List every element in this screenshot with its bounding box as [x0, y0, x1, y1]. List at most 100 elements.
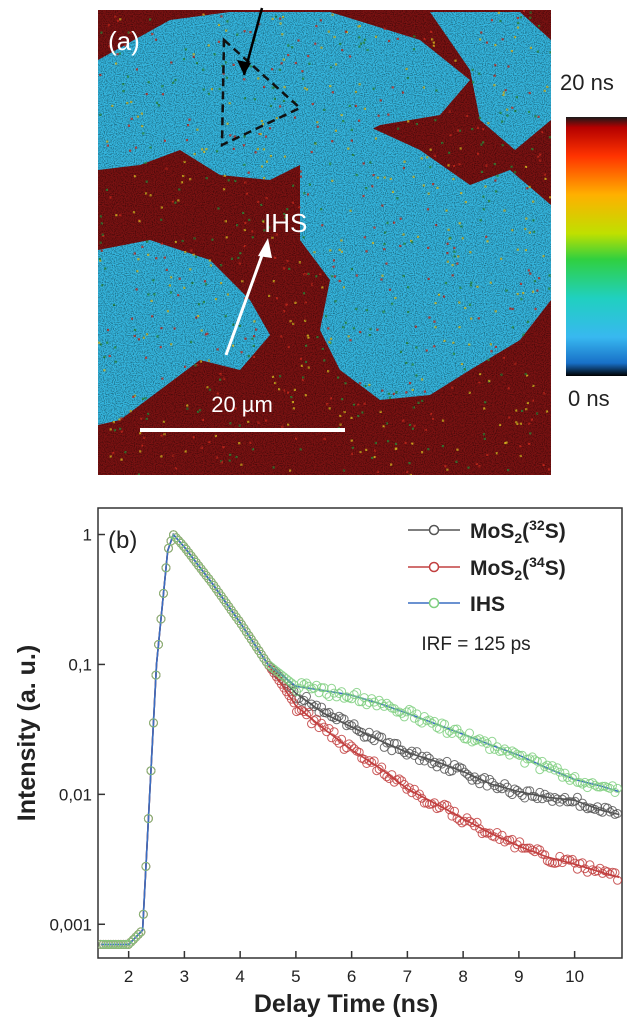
data-point: [299, 679, 309, 689]
data-point: [497, 784, 507, 794]
data-point: [427, 718, 437, 728]
data-point: [151, 670, 161, 680]
data-point: [437, 759, 447, 769]
data-point: [317, 683, 326, 693]
data-point: [447, 766, 457, 776]
data-point: [307, 699, 316, 709]
data-point: [339, 714, 349, 724]
colorbar: [566, 117, 627, 376]
data-point: [492, 784, 502, 794]
y-tick-label: 0,01: [59, 785, 92, 804]
data-point: [442, 756, 452, 766]
data-point: [595, 863, 605, 873]
data-point: [480, 773, 490, 782]
legend: MoS2(32S) MoS2(34S) IHS IRF = 125 ps: [408, 517, 566, 655]
data-point: [394, 774, 404, 784]
panel-a-label: (a): [108, 26, 140, 56]
legend-label-32s: MoS2(32S): [470, 517, 566, 546]
ihs-annotation: IHS: [264, 208, 307, 238]
data-point: [116, 939, 126, 949]
data-point: [522, 786, 532, 796]
data-point: [159, 588, 168, 598]
data-point: [555, 767, 565, 777]
data-point: [302, 678, 311, 688]
plot-frame: [97, 507, 623, 959]
data-point: [437, 801, 447, 811]
data-point: [161, 563, 171, 573]
data-point: [154, 640, 163, 649]
colorbar-min-label: 0 ns: [568, 386, 610, 411]
y-tick-label: 1: [83, 526, 92, 545]
data-point: [547, 761, 557, 771]
data-point: [404, 783, 414, 793]
data-point: [377, 732, 387, 742]
data-point: [329, 727, 339, 737]
data-point: [123, 939, 133, 949]
data-point: [490, 781, 500, 791]
x-axis-title: Delay Time (ns): [254, 990, 438, 1018]
data-point: [542, 760, 552, 770]
data-point: [397, 745, 407, 755]
data-point: [286, 678, 296, 688]
data-point: [409, 784, 419, 794]
data-point: [354, 747, 364, 757]
data-point: [434, 724, 444, 734]
data-point: [442, 800, 452, 810]
data-point: [334, 689, 344, 698]
data-point: [297, 678, 306, 688]
data-point: [585, 860, 595, 870]
data-point: [550, 765, 560, 775]
colorbar-max-label: 20 ns: [560, 70, 614, 95]
map-speckle: [98, 10, 551, 475]
data-point: [332, 736, 342, 746]
y-tick-label: 0,001: [49, 915, 92, 934]
data-point: [613, 783, 622, 793]
data-point: [482, 739, 492, 749]
data-point: [138, 909, 148, 919]
data-point: [575, 778, 585, 788]
panel-b-label: (b): [108, 527, 137, 554]
data-point: [535, 765, 545, 775]
data-point: [472, 817, 482, 827]
data-point: [337, 734, 347, 744]
data-point: [455, 728, 464, 738]
x-tick-label: 5: [291, 967, 300, 986]
data-point: [432, 723, 442, 733]
data-point: [613, 809, 622, 818]
data-point: [289, 698, 299, 708]
scale-bar-label: 20 µm: [211, 392, 273, 417]
data-point: [344, 739, 354, 749]
data-point: [452, 813, 462, 823]
data-point: [146, 766, 156, 776]
data-point: [304, 708, 314, 717]
data-point: [121, 939, 131, 949]
data-point: [133, 930, 143, 939]
data-point: [442, 728, 452, 738]
data-point: [194, 561, 204, 571]
data-point: [201, 571, 211, 580]
data-point: [131, 932, 141, 942]
data-point: [497, 746, 507, 756]
data-point: [417, 718, 427, 728]
data-point: [347, 741, 357, 751]
legend-label-ihs: IHS: [470, 593, 505, 616]
data-point: [462, 769, 472, 779]
data-point: [613, 875, 622, 885]
legend-marker-ihs: [428, 597, 440, 609]
legend-marker-34s: [428, 561, 440, 573]
data-point: [174, 536, 184, 545]
data-point: [367, 757, 377, 767]
data-point: [429, 798, 439, 808]
data-point: [409, 713, 419, 723]
data-point: [452, 724, 462, 734]
data-point: [324, 724, 334, 733]
data-point: [379, 742, 389, 752]
data-point: [126, 937, 136, 947]
data-point: [392, 739, 402, 748]
data-point: [327, 733, 337, 743]
data-point: [382, 698, 392, 708]
data-point: [427, 799, 437, 809]
data-point: [407, 746, 417, 756]
x-tick-label: 10: [565, 967, 584, 986]
ihs-arrow: [224, 246, 267, 356]
